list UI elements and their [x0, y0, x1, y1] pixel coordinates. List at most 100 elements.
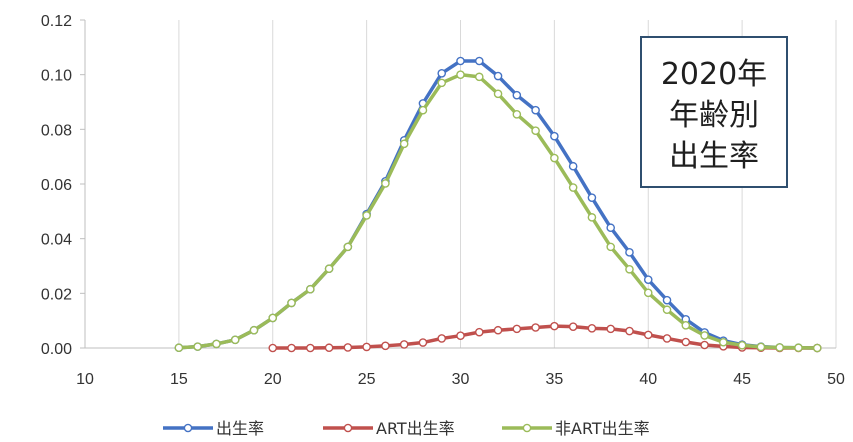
- series-1-point: [362, 342, 371, 352]
- series-2-point: [756, 342, 766, 352]
- legend-swatch-marker-0: [183, 423, 193, 433]
- x-tick-label-15: 15: [170, 371, 188, 388]
- x-tick-label-10: 10: [76, 371, 94, 388]
- series-1-point: [700, 340, 709, 350]
- series-2-point: [812, 343, 822, 353]
- series-0-point: [512, 90, 522, 100]
- y-tick-label-0.08: 0.08: [41, 122, 72, 139]
- series-2-point: [700, 331, 709, 340]
- legend-item-0: 出生率: [163, 419, 264, 438]
- series-2-point: [662, 305, 672, 315]
- y-tick-label-0.12: 0.12: [41, 13, 72, 30]
- legend: 出生率 ART出生率 非ART出生率: [163, 419, 650, 438]
- axes: [80, 19, 836, 349]
- series-2-point: [775, 343, 784, 352]
- series-1-point: [343, 343, 353, 352]
- series-2-point: [230, 335, 240, 345]
- series-2-point: [512, 110, 522, 119]
- series-1-point: [305, 343, 315, 353]
- series-1: [268, 321, 822, 353]
- legend-label-2: 非ART出生率: [555, 419, 650, 438]
- x-tick-label-40: 40: [639, 371, 657, 388]
- series-1-point: [512, 324, 522, 334]
- series-2-point: [550, 153, 559, 163]
- series-2-point: [794, 343, 803, 353]
- series-1-point: [568, 322, 578, 331]
- series-1-point: [474, 327, 484, 337]
- series-2-point: [399, 139, 409, 149]
- series-1-point: [681, 337, 691, 347]
- series-2-point: [193, 342, 202, 351]
- series-0-point: [606, 223, 616, 233]
- series-0-point: [625, 248, 634, 257]
- y-tick-label-0.02: 0.02: [41, 286, 72, 303]
- x-tick-label-25: 25: [358, 371, 376, 388]
- series-2-point: [249, 325, 259, 335]
- series-2-point: [362, 211, 371, 220]
- series-1-point: [587, 324, 597, 333]
- legend-item-2: 非ART出生率: [502, 419, 650, 438]
- annotation-box: 2020年 年齢別 出生率: [640, 36, 788, 188]
- series-1-point: [531, 323, 540, 332]
- series-0-point: [437, 69, 447, 78]
- legend-label-0: 出生率: [216, 419, 264, 438]
- series-lines: [174, 56, 822, 353]
- series-1-point: [606, 324, 616, 334]
- legend-item-1: ART出生率: [323, 419, 455, 438]
- x-tick-label-30: 30: [452, 371, 470, 388]
- series-1-point: [662, 334, 672, 343]
- series-1-point: [324, 343, 334, 353]
- x-tick-labels: 10 15 20 25 30 35 40 45 50: [76, 371, 845, 388]
- series-1-point: [381, 341, 390, 351]
- annotation-line-3: 出生率: [669, 139, 759, 174]
- series-1-point: [456, 331, 465, 341]
- legend-swatch-marker-2: [522, 423, 532, 433]
- series-2-point: [418, 105, 428, 115]
- x-tick-label-20: 20: [264, 371, 282, 388]
- series-1-point: [268, 343, 278, 353]
- legend-swatch-marker-1: [343, 423, 353, 433]
- y-tick-label-0.10: 0.10: [41, 68, 72, 85]
- series-2-point: [643, 288, 653, 298]
- annotation-line-1: 2020年: [661, 57, 767, 92]
- series-2-point: [456, 70, 465, 79]
- x-tick-label-45: 45: [733, 371, 751, 388]
- series-2-point: [493, 89, 503, 99]
- series-2-point: [437, 78, 447, 88]
- series-0-point: [493, 71, 503, 81]
- series-2-point: [174, 343, 184, 353]
- series-2-point: [587, 213, 597, 222]
- series-0-point: [550, 131, 559, 141]
- series-2-point: [625, 264, 634, 274]
- series-2-point: [324, 264, 334, 274]
- series-0-point: [662, 295, 672, 305]
- series-2-point: [737, 340, 747, 350]
- series-2-point: [681, 321, 691, 330]
- series-0-point: [568, 161, 578, 171]
- y-tick-label-0.04: 0.04: [41, 232, 72, 249]
- series-2-point: [719, 337, 728, 347]
- series-0-point: [474, 56, 484, 66]
- series-2-point: [568, 183, 578, 192]
- series-0-point: [643, 275, 653, 284]
- series-2-point: [606, 242, 616, 252]
- series-2-point: [287, 298, 296, 308]
- series-1-point: [643, 330, 653, 340]
- annotation-box-frame: [640, 36, 788, 188]
- series-2-point: [212, 339, 221, 349]
- series-1-point: [437, 334, 447, 343]
- series-1-point: [550, 321, 559, 331]
- series-1-point: [625, 326, 634, 336]
- series-1-point: [493, 325, 503, 335]
- series-2-point: [474, 72, 484, 82]
- series-2-point: [268, 313, 278, 323]
- legend-label-1: ART出生率: [376, 419, 455, 438]
- x-tick-label-35: 35: [545, 371, 563, 388]
- y-tick-labels: 0.00 0.02 0.04 0.06 0.08 0.10 0.12: [41, 13, 72, 358]
- y-tick-label-0.06: 0.06: [41, 177, 72, 194]
- series-0-point: [587, 193, 597, 202]
- series-2-point: [343, 242, 353, 252]
- series-1-point: [418, 338, 428, 347]
- series-2-point: [381, 179, 390, 188]
